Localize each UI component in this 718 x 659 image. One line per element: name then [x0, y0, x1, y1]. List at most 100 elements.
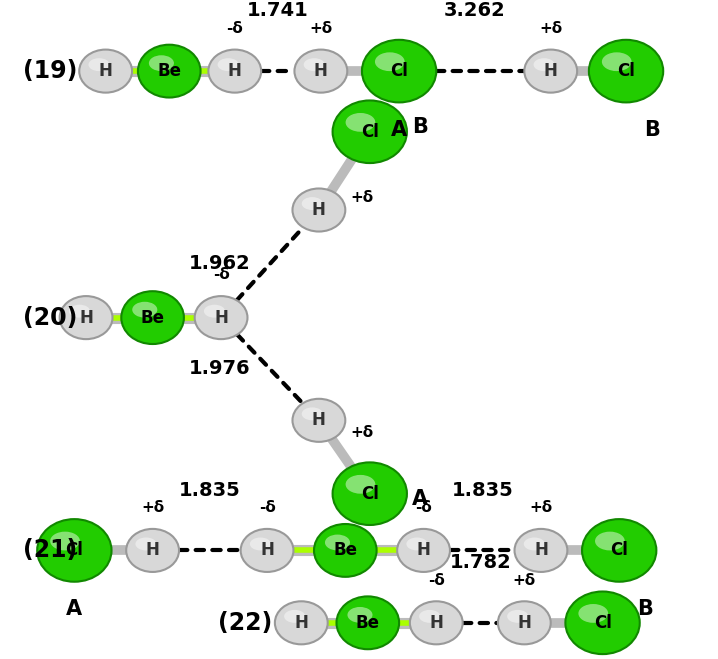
Text: 1.976: 1.976 [189, 359, 251, 378]
Text: H: H [294, 614, 308, 632]
Text: 1.741: 1.741 [247, 1, 309, 20]
Ellipse shape [121, 291, 184, 344]
Text: A: A [412, 488, 428, 509]
Ellipse shape [208, 49, 261, 93]
Ellipse shape [149, 55, 174, 71]
Text: H: H [312, 411, 326, 429]
Text: H: H [79, 308, 93, 327]
Ellipse shape [498, 601, 551, 645]
Ellipse shape [582, 519, 656, 582]
Ellipse shape [37, 519, 111, 582]
Ellipse shape [565, 592, 640, 654]
Ellipse shape [275, 601, 327, 645]
Text: H: H [534, 542, 548, 559]
Text: Be: Be [141, 308, 164, 327]
Text: Cl: Cl [361, 484, 378, 503]
Text: Cl: Cl [617, 62, 635, 80]
Ellipse shape [302, 197, 323, 210]
Ellipse shape [345, 113, 376, 132]
Text: B: B [412, 117, 428, 137]
Ellipse shape [50, 532, 80, 550]
Ellipse shape [507, 610, 528, 623]
Text: 1.835: 1.835 [179, 480, 241, 500]
Ellipse shape [69, 304, 90, 318]
Text: Cl: Cl [610, 542, 628, 559]
Text: 1.782: 1.782 [449, 553, 511, 572]
Ellipse shape [332, 100, 407, 163]
Ellipse shape [79, 49, 132, 93]
Text: +δ: +δ [141, 500, 164, 515]
Ellipse shape [314, 524, 377, 577]
Ellipse shape [348, 607, 373, 623]
Ellipse shape [419, 610, 440, 623]
Text: +δ: +δ [513, 573, 536, 588]
Text: Cl: Cl [65, 542, 83, 559]
Text: B: B [643, 120, 660, 140]
Ellipse shape [284, 610, 305, 623]
Text: H: H [518, 614, 531, 632]
Ellipse shape [302, 407, 323, 420]
Ellipse shape [524, 49, 577, 93]
Ellipse shape [138, 45, 200, 98]
Ellipse shape [136, 538, 157, 550]
Text: Be: Be [157, 62, 181, 80]
Text: Cl: Cl [361, 123, 378, 141]
Ellipse shape [602, 52, 632, 71]
Ellipse shape [304, 58, 325, 71]
Ellipse shape [250, 538, 271, 550]
Text: H: H [314, 62, 328, 80]
Text: (20): (20) [22, 306, 77, 330]
Ellipse shape [204, 304, 225, 318]
Text: 1.835: 1.835 [452, 480, 513, 500]
Ellipse shape [292, 188, 345, 231]
Text: -δ: -δ [428, 573, 444, 588]
Text: Be: Be [333, 542, 358, 559]
Ellipse shape [292, 399, 345, 442]
Ellipse shape [375, 52, 405, 71]
Text: H: H [98, 62, 113, 80]
Text: A: A [391, 120, 407, 140]
Ellipse shape [589, 40, 663, 102]
Ellipse shape [241, 529, 294, 572]
Text: H: H [544, 62, 558, 80]
Text: +δ: +δ [350, 190, 373, 205]
Text: B: B [637, 599, 653, 619]
Text: H: H [429, 614, 443, 632]
Text: +δ: +δ [529, 500, 553, 515]
Text: -δ: -δ [226, 21, 243, 36]
Ellipse shape [410, 601, 462, 645]
Text: +δ: +δ [350, 425, 373, 440]
Text: H: H [146, 542, 159, 559]
Text: -δ: -δ [258, 500, 276, 515]
Ellipse shape [325, 534, 350, 550]
Text: (19): (19) [22, 59, 77, 83]
Ellipse shape [332, 463, 407, 525]
Text: H: H [260, 542, 274, 559]
Text: H: H [416, 542, 431, 559]
Ellipse shape [345, 475, 376, 494]
Ellipse shape [60, 296, 113, 339]
Text: 1.962: 1.962 [189, 254, 251, 273]
Ellipse shape [533, 58, 555, 71]
Ellipse shape [88, 58, 110, 71]
Ellipse shape [132, 302, 157, 318]
Ellipse shape [397, 529, 450, 572]
Text: (22): (22) [218, 611, 272, 635]
Ellipse shape [515, 529, 567, 572]
Text: A: A [66, 599, 83, 619]
Ellipse shape [579, 604, 608, 623]
Ellipse shape [218, 58, 238, 71]
Ellipse shape [126, 529, 179, 572]
Ellipse shape [595, 532, 625, 550]
Text: (21): (21) [22, 538, 77, 562]
Ellipse shape [337, 596, 399, 649]
Text: -δ: -δ [415, 500, 432, 515]
Text: H: H [228, 62, 242, 80]
Text: Cl: Cl [594, 614, 612, 632]
Ellipse shape [195, 296, 248, 339]
Ellipse shape [362, 40, 437, 102]
Text: H: H [214, 308, 228, 327]
Ellipse shape [294, 49, 348, 93]
Text: +δ: +δ [539, 21, 562, 36]
Ellipse shape [406, 538, 427, 550]
